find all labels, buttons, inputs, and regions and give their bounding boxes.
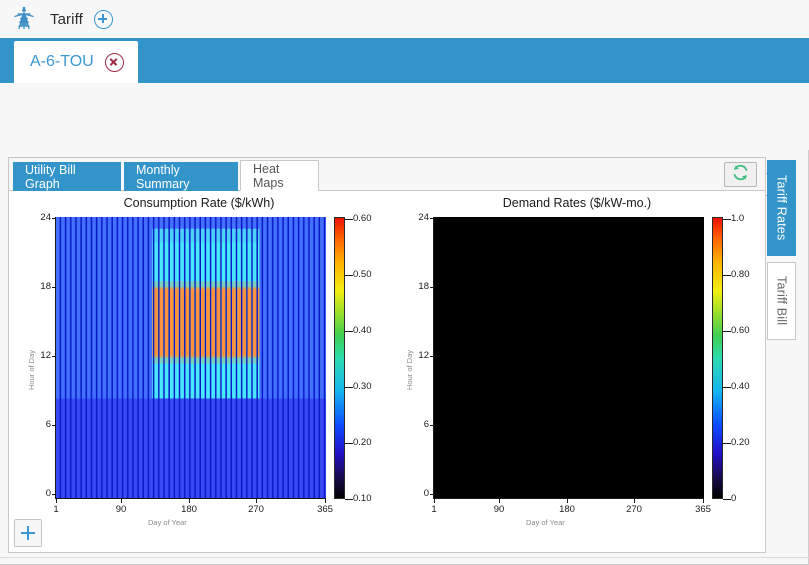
window-title: Tariff <box>50 10 83 28</box>
demand-cbtick-4: 0.80 <box>723 269 750 280</box>
demand-rates-plot-area <box>433 217 704 499</box>
footer-divider <box>0 557 809 558</box>
consumption-rate-plot-area <box>55 217 326 499</box>
demand-cbtick-0: 0 <box>722 493 737 504</box>
consumption-ytick-18: 18 <box>29 281 56 292</box>
consumption-cbtick-1: 0.20 <box>345 437 372 448</box>
demand-rates-chart: Demand Rates ($/kW-mo.) Hour of Day 0 6 … <box>387 192 767 552</box>
consumption-ytick-0: 0 <box>29 488 56 499</box>
demand-cbtick-3: 0.60 <box>723 325 750 336</box>
demand-cbtick-2: 0.40 <box>723 381 750 392</box>
tab-monthly-summary-label: Monthly Summary <box>136 162 190 191</box>
demand-cbtick-5: 1.0 <box>722 213 745 224</box>
demand-xtick-270: 270 <box>623 499 645 515</box>
consumption-xtick-180: 180 <box>178 499 200 515</box>
demand-xtick-365: 365 <box>692 499 714 515</box>
tab-heat-maps[interactable]: Heat Maps <box>240 160 319 191</box>
close-circle-icon[interactable] <box>104 52 124 72</box>
consumption-ytick-24: 24 <box>29 212 56 223</box>
consumption-cbtick-2: 0.30 <box>345 381 372 392</box>
consumption-xtick-1: 1 <box>47 499 65 515</box>
demand-ytick-6: 6 <box>407 419 434 430</box>
side-tab-tariff-rates-label: Tariff Rates <box>774 175 789 241</box>
consumption-cbtick-4: 0.50 <box>345 269 372 280</box>
consumption-xtick-90: 90 <box>112 499 130 515</box>
demand-cbtick-1: 0.20 <box>723 437 750 448</box>
window-header: Tariff <box>0 0 809 38</box>
demand-ytick-0: 0 <box>407 488 434 499</box>
demand-ytick-18: 18 <box>407 281 434 292</box>
refresh-button[interactable] <box>724 162 757 187</box>
side-tab-tariff-bill-label: Tariff Bill <box>774 276 789 326</box>
inner-tab-bar: Utility Bill Graph Monthly Summary Heat … <box>9 158 765 191</box>
consumption-ytick-6: 6 <box>29 419 56 430</box>
consumption-rate-colorbar <box>334 217 345 499</box>
consumption-ytick-12: 12 <box>29 350 56 361</box>
tab-utility-bill-graph-label: Utility Bill Graph <box>25 162 76 191</box>
tab-monthly-summary[interactable]: Monthly Summary <box>124 162 238 191</box>
refresh-icon <box>731 163 750 187</box>
consumption-xtick-270: 270 <box>245 499 267 515</box>
consumption-rate-chart: Consumption Rate ($/kWh) Hour of Day 0 6… <box>9 192 389 552</box>
document-tab-a6tou[interactable]: A-6-TOU <box>14 41 138 83</box>
add-button[interactable] <box>14 519 42 547</box>
consumption-cbtick-3: 0.40 <box>345 325 372 336</box>
demand-rates-xlabel: Day of Year <box>526 518 565 527</box>
demand-xtick-180: 180 <box>556 499 578 515</box>
consumption-rate-xlabel: Day of Year <box>148 518 187 527</box>
side-tab-tariff-bill[interactable]: Tariff Bill <box>767 262 796 340</box>
consumption-cbtick-5: 0.60 <box>345 213 372 224</box>
demand-xtick-90: 90 <box>490 499 508 515</box>
document-tab-strip: A-6-TOU <box>0 38 809 83</box>
demand-rates-title: Demand Rates ($/kW-mo.) <box>502 196 652 210</box>
consumption-rate-heatmap <box>56 217 326 498</box>
tab-utility-bill-graph[interactable]: Utility Bill Graph <box>13 162 121 191</box>
heat-maps-panel: Utility Bill Graph Monthly Summary Heat … <box>8 157 766 553</box>
tab-heat-maps-label: Heat Maps <box>253 161 284 190</box>
demand-ytick-24: 24 <box>407 212 434 223</box>
consumption-xtick-365: 365 <box>314 499 336 515</box>
consumption-rate-title: Consumption Rate ($/kWh) <box>123 196 275 210</box>
demand-xtick-1: 1 <box>425 499 443 515</box>
tariff-form: Tariff Code: Grid sale limit (kW): {..} … <box>0 83 809 232</box>
demand-ytick-12: 12 <box>407 350 434 361</box>
transmission-tower-icon <box>10 5 38 33</box>
document-tab-label: A-6-TOU <box>30 53 94 70</box>
demand-rates-colorbar <box>712 217 723 499</box>
add-tariff-icon[interactable] <box>93 9 113 29</box>
consumption-cbtick-0: 0.10 <box>345 493 372 504</box>
side-tab-tariff-rates[interactable]: Tariff Rates <box>767 160 796 256</box>
